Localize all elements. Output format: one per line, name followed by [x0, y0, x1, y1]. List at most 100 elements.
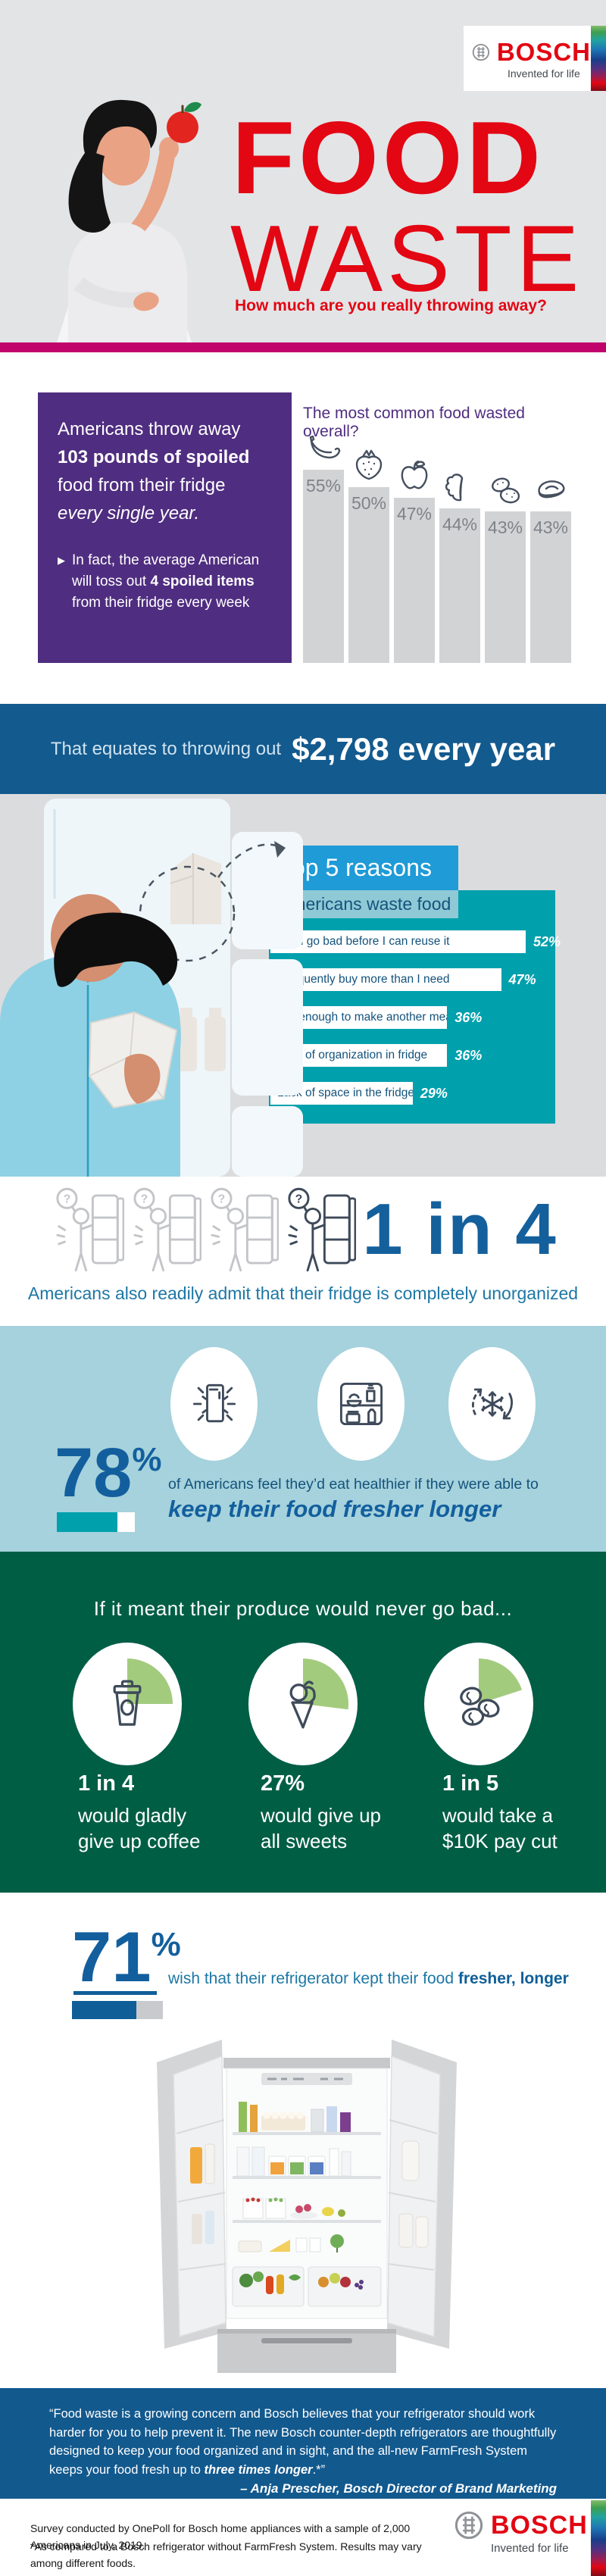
stat-line: Americans throw away: [58, 419, 241, 439]
svg-text:?: ?: [218, 1193, 225, 1206]
icon-oval: [317, 1347, 405, 1461]
icon-oval: [248, 1643, 358, 1765]
reason-bar: Lack of space in the fridge: [270, 1082, 413, 1105]
footer-disclaimer: *As compared to a Bosch refrigerator wit…: [30, 2540, 422, 2569]
coffee-cup-icon: [113, 1680, 142, 1726]
bar: 43%: [485, 511, 526, 663]
bosch-armature-icon: [472, 43, 490, 61]
ice-cream-icon: [289, 1680, 316, 1729]
icon-oval: [424, 1643, 533, 1765]
unorganized-icons-row: ? ? ? ?: [55, 1183, 356, 1276]
footer-survey-note: Survey conducted by OnePoll for Bosch ho…: [30, 2522, 411, 2551]
bosch-tagline: Invented for life: [508, 67, 580, 80]
progress-fill: [72, 2001, 137, 2019]
svg-text:?: ?: [64, 1193, 70, 1206]
potatoes-icon: [492, 477, 520, 504]
chart-column-greens: 44%: [439, 429, 480, 663]
reason-pct: 36%: [454, 1009, 483, 1025]
tradeoffs-section: If it meant their produce would never go…: [0, 1552, 606, 1893]
bosch-wordmark: BOSCH: [491, 2510, 588, 2540]
tradeoffs-heading: If it meant their produce would never go…: [93, 1597, 513, 1620]
seventy-one-percent-stat: 71%: [72, 1917, 181, 1996]
fresh-fridge-icon: [192, 1383, 236, 1423]
bar-value-label: 44%: [442, 514, 478, 534]
tradeoff-stat: 27%: [261, 1771, 305, 1796]
fresher-section: 78% of Americans feel they’d eat healthi…: [0, 1326, 606, 1552]
reason-bar: Lack of organization in fridge: [270, 1044, 448, 1067]
unorganized-caption: Americans also readily admit that their …: [27, 1283, 579, 1303]
apple-icon: [401, 460, 428, 489]
quote-attribution: – Anja Prescher, Bosch Director of Brand…: [240, 2481, 557, 2496]
chart-column-apples: 47%: [394, 429, 435, 663]
page-subtitle: How much are you really throwing away?: [235, 297, 547, 314]
bosch-supergraphic-stripe: [591, 2500, 606, 2576]
tradeoff-item: 1 in 4 would gladly give up coffee: [78, 1771, 252, 1854]
money-band-amount: $2,798 every year: [292, 730, 556, 767]
pie-wedge: [479, 1658, 522, 1704]
bar: 47%: [394, 497, 435, 663]
fridge-person-icon: ?: [133, 1187, 201, 1272]
magenta-divider: [0, 342, 606, 352]
bar-value-label: 43%: [533, 517, 569, 538]
money-band: That equates to throwing out $2,798 ever…: [0, 704, 606, 794]
bar-value-label: 43%: [487, 517, 523, 538]
seventy-eight-percent-stat: 78%: [55, 1434, 162, 1512]
reason-pct: 29%: [420, 1085, 448, 1101]
icon-oval: [448, 1347, 536, 1461]
stocked-shelf-icon: [339, 1382, 383, 1426]
quote-text: “Food waste is a growing concern and Bos…: [49, 2407, 557, 2477]
icon-oval: [170, 1347, 258, 1461]
woman-with-apple-illustration: [57, 99, 201, 342]
bar: 43%: [530, 511, 571, 663]
one-in-four-stat: 1 in 4: [362, 1189, 558, 1270]
bosch-wordmark: BOSCH: [496, 37, 591, 66]
money-band-text: That equates to throwing out: [50, 738, 282, 759]
chart-column-bananas: 55%: [303, 429, 344, 663]
bosch-supergraphic-stripe: [591, 26, 606, 91]
spoiled-food-stat-box: Americans throw away 103 pounds of spoil…: [38, 392, 292, 663]
reason-pct: 47%: [508, 971, 536, 987]
progress-bar-71: [72, 2001, 163, 2019]
fridge-person-icon-highlighted: ?: [288, 1187, 356, 1272]
svg-text:?: ?: [141, 1193, 148, 1206]
reason-row: It will go bad before I can reuse it 52%: [270, 930, 561, 953]
coins-icon: [460, 1687, 500, 1726]
progress-bar-78: [57, 1512, 135, 1532]
triangle-bullet-icon: ▶: [58, 555, 65, 566]
header-section: FOOD WASTE How much are you really throw…: [0, 0, 606, 342]
freshness-cycle-icon: [471, 1388, 513, 1420]
open-refrigerator-image: [157, 2040, 457, 2373]
stat-line-bold: 103 pounds of spoiled: [58, 447, 250, 467]
reason-pct: 36%: [454, 1047, 483, 1063]
svg-text:?: ?: [295, 1193, 302, 1206]
waste-bar-chart: 55% 50% 47%: [303, 429, 573, 663]
reasons-header: Top 5 reasons: [269, 846, 458, 890]
greens-icon: [445, 474, 464, 502]
bar: 44%: [439, 508, 480, 663]
bananas-icon: [309, 435, 341, 459]
reason-row: Lack of space in the fridge 29%: [270, 1082, 448, 1105]
bar-value-label: 47%: [396, 503, 433, 524]
fresher-line2: keep their food fresher longer: [168, 1496, 501, 1522]
stat-line-italic: every single year.: [58, 503, 200, 524]
reason-row: I frequently buy more than I need 47%: [270, 968, 536, 991]
stat-bullet: ▶ In fact, the average American will tos…: [58, 550, 272, 614]
bullet-text: In fact, the average American will toss …: [72, 552, 260, 611]
fresher-line1: of Americans feel they’d eat healthier i…: [168, 1476, 539, 1493]
bar: 55%: [303, 469, 344, 663]
bar: 50%: [348, 487, 389, 663]
chart-column-strawberries: 50%: [348, 429, 389, 663]
tradeoff-stat: 1 in 5: [442, 1771, 499, 1796]
fridge-person-icon: ?: [56, 1187, 124, 1272]
bosch-armature-icon: [454, 2511, 483, 2540]
bosch-tagline: Invented for life: [491, 2542, 569, 2555]
reasons-panel: It will go bad before I can reuse it 52%…: [269, 890, 561, 1124]
progress-fill: [57, 1512, 118, 1532]
steak-icon: [538, 480, 565, 499]
reason-bar: Not enough to make another meal: [270, 1006, 448, 1029]
page-title-waste: WASTE: [230, 207, 584, 311]
strawberry-icon: [355, 449, 383, 480]
bosch-footer-logo: BOSCH Invented for life: [453, 2509, 588, 2555]
bar-value-label: 50%: [351, 493, 387, 513]
